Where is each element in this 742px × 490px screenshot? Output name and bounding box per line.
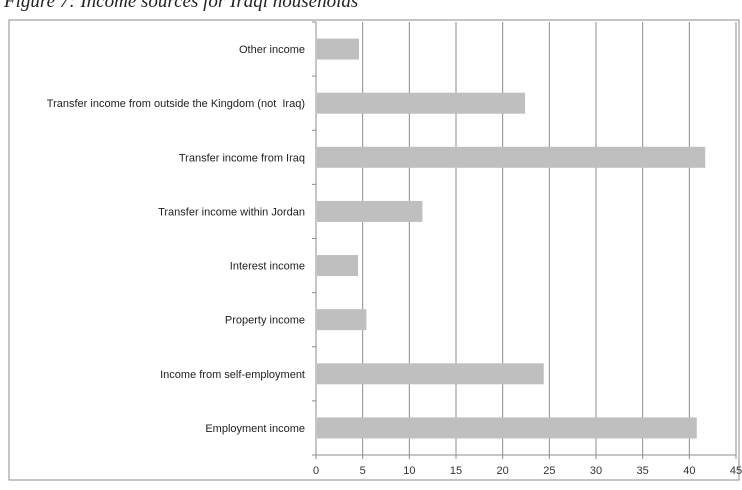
bar [317,38,359,60]
x-tick-label: 15 [450,465,462,477]
x-tick-label: 40 [683,465,695,477]
bar [317,92,526,114]
category-label: Transfer income within Jordan [158,206,305,218]
category-label: Property income [225,315,305,327]
x-tick-label: 0 [313,465,319,477]
bar [317,309,367,331]
x-tick-label: 5 [360,465,366,477]
bar [317,363,544,385]
x-tick-label: 35 [637,465,649,477]
category-label: Employment income [205,423,305,435]
axes [312,21,737,459]
x-tick-label: 25 [543,465,555,477]
category-label: Transfer income from outside the Kingdom… [47,98,305,110]
x-tick-labels: 0 5 10 15 20 25 30 35 40 45 [313,465,742,477]
bar [317,417,697,439]
category-label: Interest income [230,261,305,273]
category-label: Other income [239,44,305,56]
figure-title: Figure 7: Income sources for Iraqi house… [4,0,359,12]
bar [317,146,706,168]
category-label: Income from self-employment [160,369,305,381]
x-tick-label: 20 [497,465,509,477]
category-label: Transfer income from Iraq [179,152,305,164]
x-tick-label: 30 [590,465,602,477]
x-tick-label: 10 [403,465,415,477]
chart-frame [8,19,740,481]
bars [317,38,706,439]
bar [317,200,423,222]
x-tick-label: 45 [730,465,742,477]
bar [317,255,358,277]
category-labels: Other income Transfer income from outside… [47,44,305,435]
